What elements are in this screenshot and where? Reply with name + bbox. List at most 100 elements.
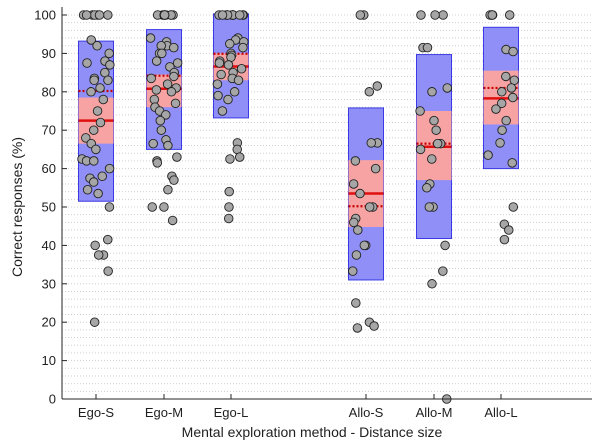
y-tick-label: 80: [42, 84, 56, 99]
data-point: [93, 188, 103, 199]
data-point: [348, 179, 359, 189]
data-point: [438, 10, 448, 20]
data-point: [430, 10, 440, 20]
data-point: [487, 10, 498, 20]
data-point: [97, 171, 108, 182]
data-point: [432, 138, 443, 149]
data-point: [169, 42, 179, 53]
y-tick-label: 20: [42, 315, 56, 330]
data-point: [422, 183, 432, 193]
data-point: [495, 138, 505, 148]
data-point: [103, 266, 113, 276]
x-tick-labels: Ego-S Ego-M Ego-L Allo-S Allo-M Allo-L: [78, 405, 518, 420]
data-point: [372, 81, 383, 91]
data-point: [163, 140, 173, 151]
x-tick-label: Allo-M: [416, 405, 453, 420]
data-point: [347, 266, 358, 276]
data-point: [508, 202, 519, 212]
x-tick-label: Ego-S: [78, 405, 114, 420]
data-point: [497, 87, 507, 97]
data-point: [224, 186, 234, 197]
data-point: [81, 133, 91, 143]
data-point: [370, 163, 381, 174]
data-point: [104, 202, 115, 212]
data-point: [167, 215, 178, 226]
data-point: [223, 213, 234, 224]
data-point: [223, 60, 234, 70]
data-point: [103, 234, 113, 245]
data-point: [351, 298, 361, 308]
data-point: [440, 240, 450, 251]
data-point: [506, 83, 517, 93]
data-point: [170, 98, 181, 109]
data-point: [504, 10, 515, 20]
data-point: [233, 75, 244, 86]
y-axis-title: Correct responses (%): [9, 137, 25, 277]
data-point: [491, 104, 501, 114]
x-tick-label: Allo-L: [484, 405, 517, 420]
data-point: [95, 117, 106, 128]
data-point: [91, 144, 101, 155]
data-point: [162, 79, 173, 89]
data-point: [353, 225, 363, 235]
x-tick-label: Allo-S: [349, 405, 384, 420]
data-point: [223, 94, 233, 105]
data-point: [224, 202, 234, 212]
data-point: [89, 317, 100, 327]
y-tick-label: 0: [49, 392, 56, 407]
data-point: [364, 202, 375, 212]
data-point: [427, 87, 437, 97]
data-point: [422, 42, 433, 53]
data-point: [212, 79, 223, 89]
data-point: [172, 152, 182, 162]
data-point: [217, 106, 228, 116]
data-point: [442, 83, 453, 93]
data-point: [86, 35, 96, 45]
data-point: [225, 39, 235, 49]
data-point: [159, 202, 169, 212]
data-point: [169, 175, 179, 185]
data-point: [355, 188, 365, 199]
data-point: [159, 10, 170, 20]
data-point: [225, 154, 235, 164]
data-point: [103, 75, 113, 86]
data-points: [77, 10, 520, 404]
data-point: [229, 87, 240, 97]
data-point: [504, 225, 514, 235]
data-point: [431, 125, 441, 135]
y-tick-label: 90: [42, 46, 56, 61]
data-point: [89, 75, 99, 86]
axes: [61, 7, 592, 400]
data-point: [169, 71, 179, 82]
data-point: [508, 92, 518, 103]
data-point: [369, 321, 379, 331]
data-point: [497, 125, 507, 135]
data-point: [216, 69, 226, 80]
data-point: [415, 144, 426, 155]
data-point: [90, 240, 100, 251]
data-point: [429, 115, 439, 126]
data-point: [508, 46, 518, 57]
data-point: [82, 184, 93, 195]
data-point: [214, 58, 225, 68]
data-point: [104, 163, 115, 174]
data-point: [355, 10, 366, 20]
y-tick-label: 70: [42, 123, 56, 138]
data-point: [351, 250, 362, 260]
y-tick-label: 40: [42, 238, 56, 253]
data-point: [145, 33, 156, 43]
data-point: [427, 154, 437, 164]
data-point: [213, 90, 223, 101]
data-point: [234, 152, 245, 162]
data-point: [499, 234, 510, 245]
x-axis-title: Mental exploration method - Distance siz…: [182, 424, 443, 440]
data-point: [92, 106, 103, 116]
data-point: [507, 158, 517, 168]
data-point: [161, 110, 171, 120]
x-tick-label: Ego-L: [214, 405, 249, 420]
data-point: [234, 10, 245, 20]
data-point: [152, 158, 163, 168]
data-point: [217, 10, 228, 20]
data-point: [151, 56, 162, 66]
